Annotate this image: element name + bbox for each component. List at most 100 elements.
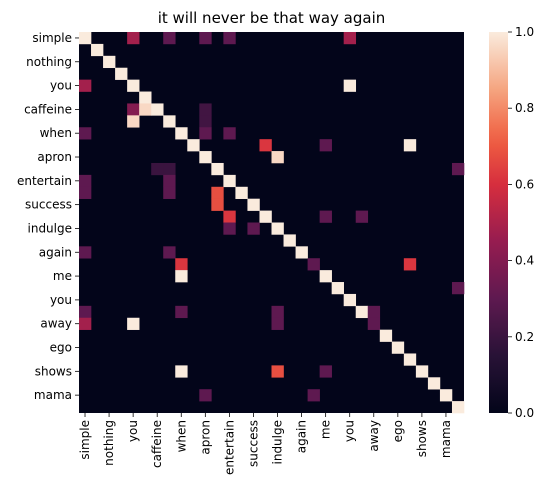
heatmap-cell [139, 103, 152, 116]
heatmap-cell [199, 151, 212, 164]
heatmap-cell [79, 127, 92, 140]
heatmap-cell [271, 305, 284, 319]
y-tick-label: apron [37, 150, 72, 164]
heatmap-cell [79, 246, 92, 259]
colorbar-tick-label: 0.2 [515, 330, 534, 344]
heatmap-cell [163, 32, 176, 45]
heatmap-cell [199, 32, 212, 45]
heatmap-cell [415, 365, 429, 378]
heatmap-cell [259, 139, 272, 152]
heatmap-cell [79, 317, 92, 330]
colorbar-tick-label: 0.8 [515, 101, 534, 115]
heatmap-cell [283, 234, 296, 247]
x-tick-label: again [295, 420, 309, 453]
heatmap-cell [223, 32, 236, 45]
heatmap-cell [79, 79, 92, 92]
y-tick-label: success [25, 198, 72, 212]
y-tick-label: you [50, 79, 72, 93]
heatmap-cell [91, 43, 104, 57]
heatmap-cell [211, 186, 224, 199]
colorbar-tick-label: 0.0 [515, 406, 534, 420]
heatmap-cell [223, 174, 236, 188]
x-tick-label: shows [415, 420, 429, 457]
y-tick-label: indulge [28, 221, 73, 235]
heatmap-cell [79, 305, 92, 319]
colorbar-tick-label: 0.6 [515, 177, 534, 191]
heatmap-cell [451, 162, 465, 176]
y-tick-label: simple [32, 31, 72, 45]
heatmap-cells [79, 32, 465, 414]
heatmap-cell [271, 365, 284, 378]
y-tick-label: away [40, 317, 72, 331]
heatmap-cell [223, 127, 236, 140]
heatmap-cell [163, 174, 176, 188]
heatmap-cell [319, 210, 332, 223]
heatmap-cell [331, 282, 344, 295]
y-tick-label: ego [50, 341, 72, 355]
heatmap-cell [127, 317, 140, 330]
x-tick-label: simple [78, 420, 92, 460]
heatmap-cell [127, 79, 140, 92]
heatmap-cell [187, 139, 200, 152]
heatmap-cell [151, 162, 164, 176]
heatmap-cell [355, 305, 369, 319]
heatmap-cell [271, 222, 284, 235]
heatmap-cell [211, 198, 224, 211]
heatmap-cell [127, 32, 140, 45]
y-axis: simple nothing you caffeine when apron enterta… [17, 31, 79, 402]
chart-title: it will never be that way again [158, 9, 386, 27]
heatmap-cell [175, 365, 188, 378]
heatmap-cell [199, 115, 212, 128]
y-tick-label: caffeine [24, 102, 72, 116]
heatmap-cell [175, 258, 188, 271]
heatmap-cell [127, 115, 140, 128]
heatmap-cell [139, 91, 152, 104]
heatmap-cell [343, 32, 357, 45]
x-tick-label: when [174, 420, 188, 452]
heatmap-cell [379, 329, 393, 342]
colorbar-tick-label: 1.0 [515, 25, 534, 39]
x-tick-label: away [367, 420, 381, 452]
y-tick-label: me [53, 269, 72, 283]
heatmap-cell [295, 246, 308, 259]
heatmap-cell [79, 32, 92, 45]
heatmap-cell [247, 198, 260, 211]
heatmap-cell [127, 103, 140, 116]
heatmap-cell [451, 282, 465, 295]
heatmap-cell [439, 389, 453, 402]
heatmap-cell [271, 317, 284, 330]
heatmap-cell [391, 341, 405, 354]
x-tick-label: caffeine [150, 420, 164, 468]
heatmap-cell [307, 258, 320, 271]
colorbar-tick-label: 0.4 [515, 254, 534, 268]
heatmap-cell [403, 353, 417, 366]
y-tick-label: shows [35, 364, 72, 378]
heatmap-cell [343, 293, 357, 307]
heatmap-cell [367, 305, 381, 319]
heatmap-cell [199, 103, 212, 116]
heatmap-cell [355, 210, 369, 223]
heatmap-cell [451, 401, 465, 414]
heatmap-cell [163, 246, 176, 259]
x-tick-label: you [343, 420, 357, 442]
x-tick-label: you [126, 420, 140, 442]
x-axis: simple nothing you caffeine when apron enterta… [78, 413, 453, 475]
heatmap-cell [343, 79, 357, 92]
heatmap-cell [163, 115, 176, 128]
heatmap-cell [319, 365, 332, 378]
heatmap-cell [115, 67, 128, 80]
heatmap-cell [223, 222, 236, 235]
colorbar-gradient [489, 32, 508, 413]
heatmap-cell [403, 258, 417, 271]
heatmap-cell [319, 139, 332, 152]
heatmap-cell [175, 305, 188, 319]
x-tick-label: indulge [271, 420, 285, 465]
y-tick-label: you [50, 293, 72, 307]
heatmap-cell [403, 139, 417, 152]
heatmap-cell [223, 210, 236, 223]
x-tick-label: apron [198, 420, 212, 455]
colorbar: 0.0 0.2 0.4 0.6 0.8 1.0 [489, 25, 534, 420]
x-tick-label: me [319, 420, 333, 439]
heatmap-cell [199, 127, 212, 140]
